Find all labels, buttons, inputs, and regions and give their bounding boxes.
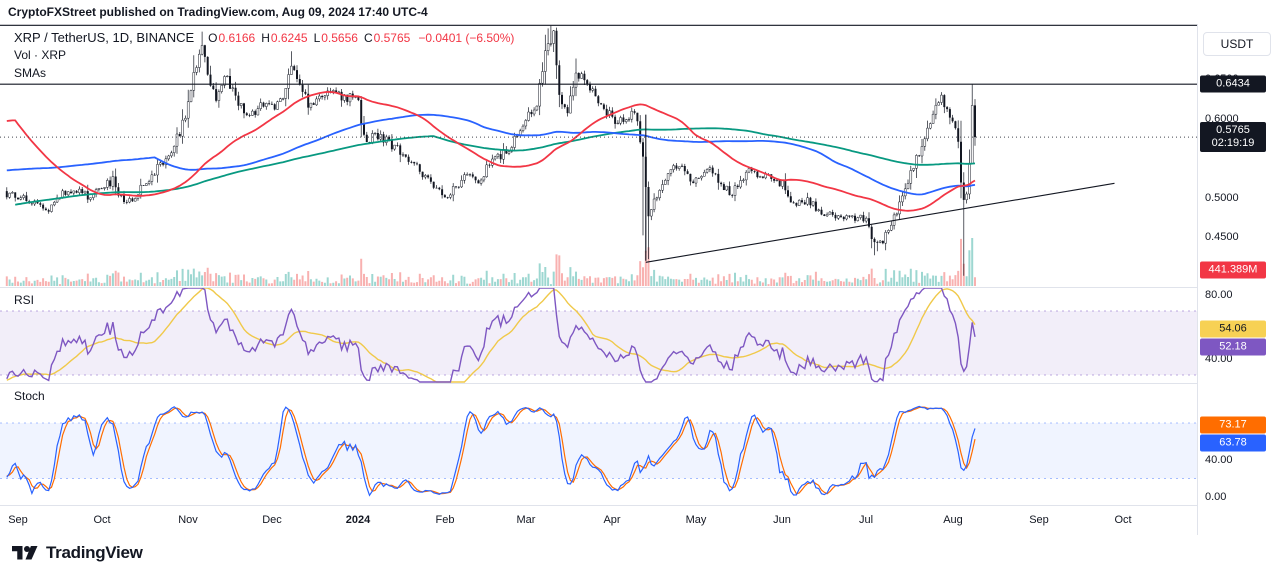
currency-toggle-button[interactable]: USDT xyxy=(1203,32,1271,56)
time-axis-label: Mar xyxy=(516,514,536,526)
ohlc-value: 0.6166 xyxy=(218,31,256,45)
pane-separator[interactable] xyxy=(0,287,1281,288)
time-axis-label: 2024 xyxy=(345,514,371,526)
attribution-text: CryptoFXStreet published on TradingView.… xyxy=(0,0,1281,24)
price-axis[interactable]: USDT 0.65000.60000.50000.450080.0040.004… xyxy=(1197,24,1281,535)
time-axis[interactable]: Sep Oct Nov Dec 2024 Feb Mar Apr May Jun Jul Aug Sep… xyxy=(0,505,1197,535)
ohlc-key: H xyxy=(261,31,270,45)
volume-badge: 441.389M xyxy=(1200,261,1266,279)
tradingview-logo[interactable]: TradingView xyxy=(12,543,143,564)
sma-200-line xyxy=(15,127,976,206)
tradingview-logo-text: TradingView xyxy=(46,543,143,562)
time-axis-label: May xyxy=(685,514,707,526)
chart-legend: XRP / TetherUS, 1D, BINANCE O0.6166 H0.62… xyxy=(14,30,514,84)
resistance-price-badge: 0.6434 xyxy=(1200,75,1266,93)
volume-legend[interactable]: Vol · XRP xyxy=(14,48,67,62)
pane-separator[interactable] xyxy=(0,383,1281,384)
price-axis-label: 0.4500 xyxy=(1205,231,1239,243)
smas-legend[interactable]: SMAs xyxy=(14,66,47,80)
tradingview-logo-icon xyxy=(12,545,38,559)
price-axis-label: 0.5000 xyxy=(1205,191,1239,204)
stoch-axis-label: 40.00 xyxy=(1205,454,1233,466)
ascending-trendline[interactable] xyxy=(645,182,1115,263)
time-axis-label: Sep xyxy=(1029,514,1049,526)
stoch-pane[interactable] xyxy=(0,383,1197,505)
rsi-ma-line xyxy=(6,287,976,383)
stoch-axis-label: 0.00 xyxy=(1205,491,1227,503)
rsi-indicator-label[interactable]: RSI xyxy=(14,293,35,307)
time-axis-label: Aug xyxy=(943,514,963,526)
ohlc-values: O0.6166 H0.6245 L0.5656 C0.5765 xyxy=(202,31,410,45)
main-price-pane[interactable] xyxy=(0,24,1197,287)
ohlc-value: 0.5656 xyxy=(321,31,358,45)
time-axis-label: Sep xyxy=(8,514,28,526)
volume-bars-up xyxy=(8,238,974,286)
candle-bodies-up xyxy=(8,30,974,244)
ohlc-value: 0.6245 xyxy=(270,31,308,45)
stoch-k-value-badge: 63.78 xyxy=(1200,434,1266,452)
volume-bars-down xyxy=(5,238,976,286)
rsi-axis-label: 40.00 xyxy=(1205,353,1233,365)
time-axis-label: Feb xyxy=(435,514,455,526)
time-axis-label: Jun xyxy=(773,514,791,526)
time-axis-label: Dec xyxy=(262,514,282,526)
rsi-value-badge: 52.18 xyxy=(1200,338,1266,356)
time-axis-label: Oct xyxy=(93,514,111,526)
stoch-d-value-badge: 73.17 xyxy=(1200,416,1266,434)
stoch-k-line xyxy=(6,405,976,497)
rsi-band xyxy=(0,311,1197,375)
sma-100-line xyxy=(6,113,976,196)
time-axis-label: Apr xyxy=(603,514,621,526)
last-price-countdown-badge: 0.5765 02:19:19 xyxy=(1200,122,1266,153)
stoch-indicator-label[interactable]: Stoch xyxy=(14,389,45,403)
time-axis-label: Oct xyxy=(1114,514,1132,526)
ohlc-key: L xyxy=(313,31,321,45)
footer-bar: TradingView xyxy=(0,535,1281,571)
ohlc-value: 0.5765 xyxy=(373,31,411,45)
ohlc-key: O xyxy=(208,31,218,45)
symbol-title[interactable]: XRP / TetherUS, 1D, BINANCE xyxy=(14,30,195,45)
rsi-line xyxy=(6,287,976,383)
ohlc-key: C xyxy=(363,31,373,45)
rsi-ma-value-badge: 54.06 xyxy=(1200,320,1266,338)
time-axis-label: Jul xyxy=(858,514,874,526)
rsi-axis-label: 80.00 xyxy=(1205,289,1233,301)
time-axis-label: Nov xyxy=(178,514,198,526)
price-axis-label: 0.6000 xyxy=(1205,112,1239,125)
rsi-pane[interactable] xyxy=(0,287,1197,383)
sma-50-line xyxy=(6,90,976,212)
change-value: −0.0401 (−6.50%) xyxy=(418,31,515,45)
